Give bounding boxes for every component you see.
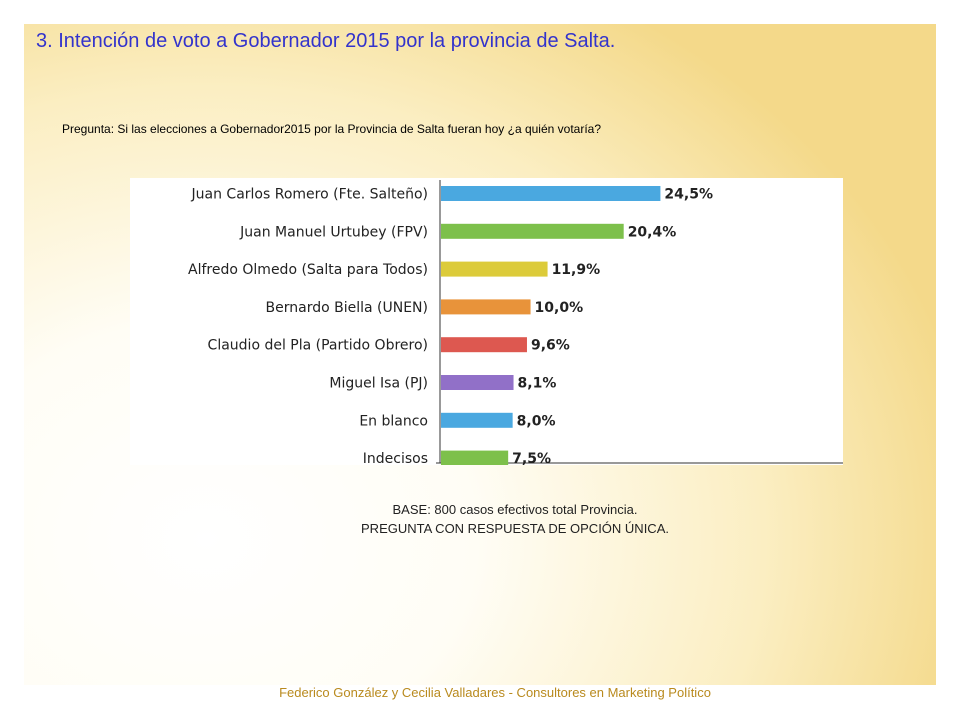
bar bbox=[441, 223, 624, 239]
category-label: Miguel Isa (PJ) bbox=[329, 376, 428, 392]
value-label: 9,6% bbox=[531, 338, 570, 354]
value-label: 8,0% bbox=[517, 413, 556, 429]
value-label: 24,5% bbox=[664, 187, 713, 203]
category-label: Juan Manuel Urtubey (FPV) bbox=[239, 224, 428, 240]
value-label: 20,4% bbox=[628, 224, 677, 240]
slide-title: 3. Intención de voto a Gobernador 2015 p… bbox=[36, 30, 616, 52]
category-label: Juan Carlos Romero (Fte. Salteño) bbox=[191, 187, 428, 203]
category-label: Indecisos bbox=[363, 451, 428, 465]
bar-chart: Juan Carlos Romero (Fte. Salteño) 24,5% Ju… bbox=[130, 178, 843, 465]
bar-chart-svg: Juan Carlos Romero (Fte. Salteño) 24,5% Ju… bbox=[188, 180, 843, 465]
bar bbox=[441, 299, 531, 315]
category-label: Bernardo Biella (UNEN) bbox=[266, 300, 428, 316]
value-label: 8,1% bbox=[518, 376, 557, 392]
footer-credit: Federico González y Cecilia Valladares -… bbox=[279, 685, 711, 700]
value-label: 11,9% bbox=[552, 262, 601, 278]
value-label: 10,0% bbox=[535, 300, 584, 316]
category-label: Alfredo Olmedo (Salta para Todos) bbox=[188, 262, 428, 278]
bar bbox=[441, 412, 513, 428]
question-text: Pregunta: Si las elecciones a Gobernador… bbox=[62, 122, 602, 136]
bar bbox=[441, 261, 548, 277]
bar bbox=[441, 375, 514, 390]
value-label: 7,5% bbox=[512, 451, 551, 465]
bar bbox=[441, 186, 661, 201]
base-note-line-2: PREGUNTA CON RESPUESTA DE OPCIÓN ÚNICA. bbox=[361, 521, 669, 536]
category-label: Claudio del Pla (Partido Obrero) bbox=[208, 338, 428, 354]
bar bbox=[441, 337, 527, 353]
category-label: En blanco bbox=[359, 413, 428, 429]
base-note: BASE: 800 casos efectivos total Provinci… bbox=[300, 500, 730, 538]
bar bbox=[441, 450, 509, 465]
base-note-line-1: BASE: 800 casos efectivos total Provinci… bbox=[392, 502, 638, 517]
